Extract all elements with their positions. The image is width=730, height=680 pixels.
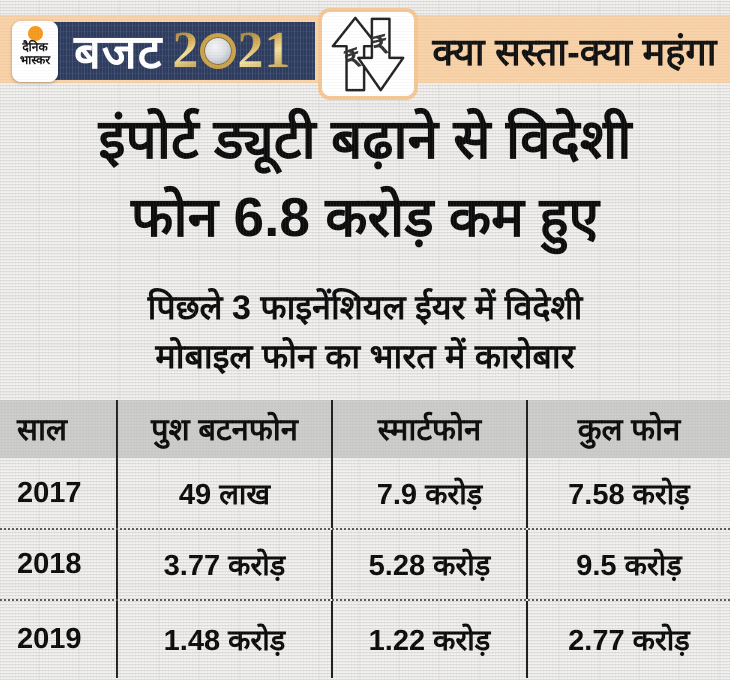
logo-line2: भास्कर <box>19 53 51 67</box>
subtitle: पिछले 3 फाइनेंशियल ईयर में विदेशी मोबाइल… <box>0 284 730 382</box>
total-phone-cell: 7.58 करोड़ <box>568 478 690 511</box>
table-row-2019: 2019 1.48 करोड़ 1.22 करोड़ 2.77 करोड़ <box>0 601 730 678</box>
table-row-2018: 2018 3.77 करोड़ 5.28 करोड़ 9.5 करोड़ <box>0 530 730 601</box>
subtitle-line1: पिछले 3 फाइनेंशियल ईयर में विदेशी <box>147 289 583 327</box>
budget-year: 2 21 <box>172 25 291 77</box>
subtitle-line2: मोबाइल फोन का भारत में कारोबार <box>155 338 575 376</box>
col-header-total-phone: कुल फोन <box>577 412 681 447</box>
main-title-line2: फोन 6.8 करोड़ कम हुए <box>131 186 599 248</box>
year-prefix: 2 <box>172 22 200 79</box>
main-title-line1: इंपोर्ट ड्यूटी बढ़ाने से विदेशी <box>98 108 632 170</box>
price-arrows-badge: ₹ ₹ <box>318 8 418 100</box>
sun-icon <box>27 26 43 41</box>
budget-word: बजट <box>74 24 163 78</box>
rupee-down-symbol: ₹ <box>369 30 391 61</box>
push-button-phone-cell: 49 लाख <box>118 458 333 528</box>
year-suffix: 21 <box>237 22 292 79</box>
year-cell: 2018 <box>0 530 118 599</box>
main-title: इंपोर्ट ड्यूटी बढ़ाने से विदेशी फोन 6.8 … <box>0 100 730 256</box>
smartphone-cell: 7.9 करोड़ <box>333 458 528 528</box>
year-cell: 2017 <box>0 458 118 528</box>
up-down-rupee-arrows-icon: ₹ ₹ <box>331 16 405 92</box>
smartphone-cell: 1.22 करोड़ <box>333 601 528 678</box>
push-button-phone-cell: 3.77 करोड़ <box>118 530 333 599</box>
year-cell: 2019 <box>0 601 118 678</box>
total-phone-cell: 9.5 करोड़ <box>576 550 682 582</box>
table-row-2017: 2017 49 लाख 7.9 करोड़ 7.58 करोड़ <box>0 458 730 530</box>
table-header-row: साल पुश बटनफोन स्मार्टफोन कुल फोन <box>0 400 730 458</box>
col-header-year: साल <box>0 400 118 458</box>
logo-line1: दैनिक <box>22 40 48 54</box>
push-button-phone-cell: 1.48 करोड़ <box>118 601 333 678</box>
budget-banner: बजट 2 21 <box>48 22 315 80</box>
data-table: साल पुश बटनफोन स्मार्टफोन कुल फोन 2017 4… <box>0 400 730 678</box>
down-arrow-rupee-icon <box>357 17 405 92</box>
coin-zero-icon <box>200 33 237 69</box>
col-header-smartphone: स्मार्टफोन <box>333 400 528 458</box>
dainik-bhaskar-logo: दैनिक भास्कर <box>12 21 58 82</box>
total-phone-cell: 2.77 करोड़ <box>568 625 690 657</box>
smartphone-cell: 5.28 करोड़ <box>333 530 528 599</box>
col-header-push-button-phone: पुश बटनफोन <box>118 400 333 458</box>
tagline: क्या सस्ता-क्या महंगा <box>432 32 717 74</box>
